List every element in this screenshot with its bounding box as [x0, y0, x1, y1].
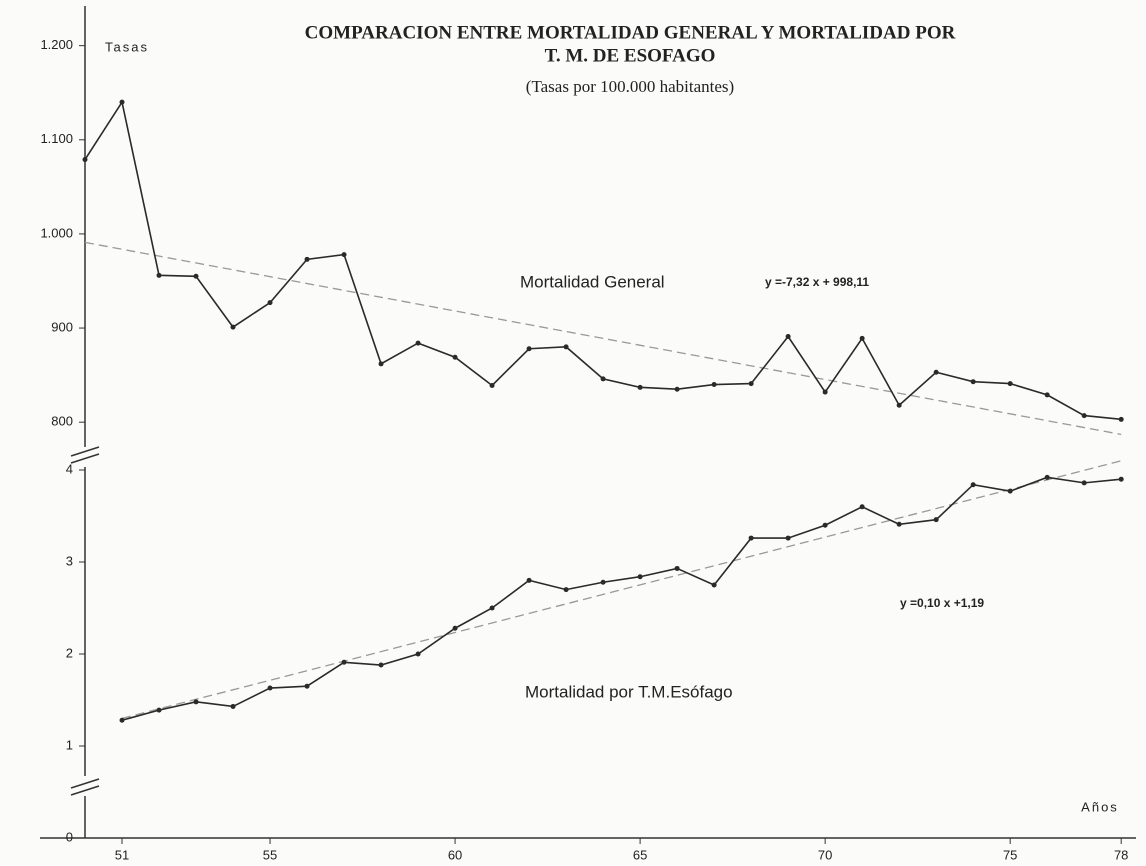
data-point: [600, 376, 606, 382]
data-point: [230, 324, 236, 330]
data-point: [933, 369, 939, 375]
data-point: [637, 574, 643, 580]
data-point: [267, 685, 273, 691]
y-tick-label: 1.100: [40, 131, 73, 146]
x-tick-label: 55: [263, 847, 277, 862]
series-line: [84, 100, 1122, 421]
data-point: [119, 717, 125, 723]
data-point: [711, 582, 717, 588]
data-point: [452, 625, 458, 631]
series-line: [121, 476, 1122, 722]
data-point: [378, 361, 384, 367]
data-point: [711, 382, 717, 388]
data-point: [489, 382, 495, 388]
trend-equation: y =0,10 x +1,19: [900, 596, 984, 610]
x-tick-label: 78: [1114, 847, 1128, 862]
data-point: [119, 99, 125, 105]
data-point: [1007, 488, 1013, 494]
data-point: [600, 579, 606, 585]
trend-equation: y =-7,32 x + 998,11: [765, 275, 869, 289]
data-point: [822, 389, 828, 395]
data-point: [1118, 416, 1124, 422]
data-point: [304, 256, 310, 262]
data-point: [674, 386, 680, 392]
x-tick-label: 75: [1003, 847, 1017, 862]
y-axis-label: Tasas: [105, 39, 149, 54]
trend-line: [84, 241, 1122, 436]
series-label: Mortalidad por T.M.Esófago: [525, 682, 733, 701]
data-point: [637, 384, 643, 390]
data-point: [970, 482, 976, 488]
y-tick-label: 0: [66, 829, 73, 844]
data-point: [341, 252, 347, 258]
data-point: [415, 651, 421, 657]
x-tick-label: 70: [818, 847, 832, 862]
series-label: Mortalidad General: [520, 272, 665, 291]
data-point: [822, 522, 828, 528]
trend-line: [121, 460, 1122, 720]
data-point: [193, 273, 199, 279]
data-point: [526, 346, 532, 352]
data-point: [452, 354, 458, 360]
data-point: [230, 703, 236, 709]
data-point: [785, 334, 791, 340]
data-point: [415, 340, 421, 346]
data-point: [267, 300, 273, 306]
data-point: [896, 402, 902, 408]
y-tick-label: 4: [66, 461, 73, 476]
y-tick-label: 1.000: [40, 225, 73, 240]
data-point: [748, 535, 754, 541]
data-point: [341, 659, 347, 665]
data-point: [1081, 480, 1087, 486]
data-point: [674, 565, 680, 571]
data-point: [193, 699, 199, 705]
data-point: [1044, 392, 1050, 398]
data-point: [526, 577, 532, 583]
y-tick-label: 900: [51, 319, 73, 334]
data-point: [785, 535, 791, 541]
y-tick-label: 1: [66, 737, 73, 752]
data-point: [859, 504, 865, 510]
data-point: [378, 662, 384, 668]
chart-title: COMPARACION ENTRE MORTALIDAD GENERAL Y M…: [305, 22, 956, 43]
data-point: [933, 517, 939, 523]
chart-title: T. M. DE ESOFAGO: [545, 45, 716, 66]
y-tick-label: 800: [51, 414, 73, 429]
data-point: [1081, 413, 1087, 419]
x-axis-label: Años: [1081, 799, 1119, 814]
y-tick-label: 1.200: [40, 37, 73, 52]
data-point: [156, 272, 162, 278]
data-point: [1007, 381, 1013, 387]
data-point: [563, 587, 569, 593]
data-point: [896, 521, 902, 527]
axis-break: [70, 446, 100, 796]
data-point: [563, 344, 569, 350]
data-point: [82, 157, 88, 163]
chart-subtitle: (Tasas por 100.000 habitantes): [526, 77, 734, 96]
data-point: [970, 379, 976, 385]
data-point: [1044, 474, 1050, 480]
data-point: [748, 381, 754, 387]
x-tick-label: 65: [633, 847, 647, 862]
data-point: [156, 707, 162, 713]
y-tick-label: 3: [66, 553, 73, 568]
y-tick-label: 2: [66, 645, 73, 660]
data-point: [304, 683, 310, 689]
data-point: [1118, 476, 1124, 482]
x-tick-label: 60: [448, 847, 462, 862]
x-tick-label: 51: [115, 847, 129, 862]
data-point: [489, 605, 495, 611]
data-point: [859, 335, 865, 341]
